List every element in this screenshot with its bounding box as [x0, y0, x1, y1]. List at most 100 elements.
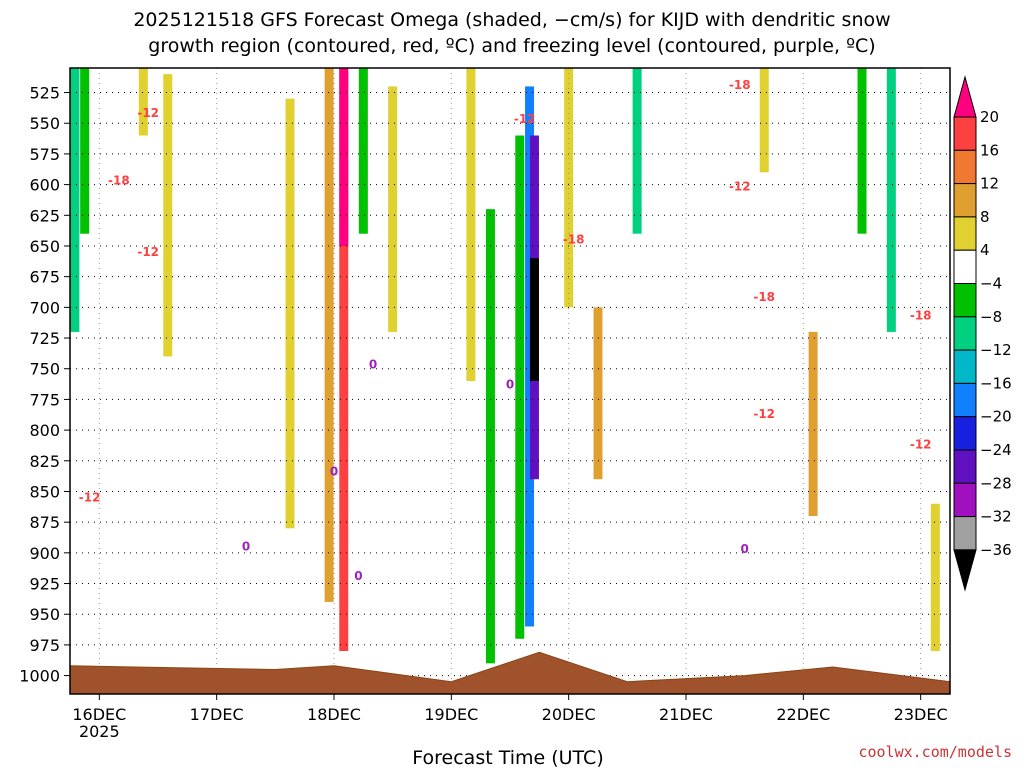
colorbar-label: 20 [980, 108, 999, 126]
colorbar-label: −28 [980, 474, 1012, 492]
contour-label: -12 [514, 112, 536, 126]
y-tick-label: 625 [29, 206, 60, 225]
y-tick-label: 950 [29, 605, 60, 624]
colorbar-segment [953, 149, 977, 185]
plot-frame [69, 67, 951, 695]
contour-label: 0 [369, 358, 377, 372]
omega-band [593, 307, 603, 480]
credit-text: coolwx.com/models [858, 743, 1012, 761]
x-tick-label: 16DEC [72, 705, 126, 724]
contour-label: 0 [506, 377, 514, 391]
title-line-1: 2025121518 GFS Forecast Omega (shaded, −… [133, 9, 890, 31]
x-tick-label: 23DEC [894, 705, 948, 724]
x-axis-title: Forecast Time (UTC) [412, 747, 603, 768]
colorbar-segment [953, 449, 977, 484]
y-tick-label: 650 [29, 237, 60, 256]
contour-label: -12 [137, 245, 159, 259]
y-tick-label: 550 [29, 114, 60, 133]
contour-label: -12 [729, 180, 751, 194]
contour-label: 0 [741, 542, 749, 556]
colorbar-label: −16 [980, 374, 1012, 392]
x-tick-label: 17DEC [190, 705, 244, 724]
omega-band [564, 68, 574, 308]
contour-label: -12 [79, 490, 101, 504]
colorbar-label: −8 [980, 308, 1002, 326]
y-tick-label: 675 [29, 268, 60, 287]
omega-band [388, 86, 398, 332]
omega-band [485, 209, 495, 664]
contour-label: -18 [753, 290, 775, 304]
y-tick-label: 900 [29, 544, 60, 563]
colorbar-label: 8 [980, 208, 990, 226]
contour-label: -12 [910, 438, 932, 452]
contour-labels: -12 -18 -12 -12 -12 -18 -18 -12 -18 -12 -18 -12 0 0 0 0… [79, 78, 932, 583]
colorbar-label: −32 [980, 508, 1012, 526]
x-tick-label: 18DEC [307, 705, 361, 724]
y-tick-label: 600 [29, 176, 60, 195]
omega-band [759, 68, 769, 173]
x-axis-time: 16DEC 17DEC 18DEC 19DEC 20DEC 21DEC 22DEC 23DEC [72, 694, 948, 724]
y-tick-label: 975 [29, 636, 60, 655]
colorbar-label: 12 [980, 175, 999, 193]
colorbar-arrow-top [953, 75, 977, 118]
colorbar-segment [953, 283, 977, 318]
y-tick-label: 1000 [19, 667, 60, 686]
y-tick-label: 700 [29, 298, 60, 317]
x-year-label: 2025 [79, 722, 120, 741]
y-tick-label: 575 [29, 145, 60, 164]
omega-shading [70, 68, 940, 664]
y-tick-label: 800 [29, 421, 60, 440]
omega-band [808, 331, 818, 517]
contour-label: -18 [108, 174, 130, 188]
omega-band [70, 68, 80, 332]
omega-band [324, 68, 334, 602]
colorbar-segment [953, 516, 977, 551]
omega-band [285, 98, 295, 529]
x-tick-label: 21DEC [659, 705, 713, 724]
omega-band [163, 74, 173, 357]
plot-border [69, 67, 951, 695]
colorbar-segment [953, 482, 977, 518]
x-tick-label: 22DEC [776, 705, 830, 724]
omega-band [529, 258, 539, 381]
omega-band [466, 68, 476, 381]
contour-label: -18 [563, 233, 585, 247]
contour-label: -12 [137, 106, 159, 120]
omega-band [857, 68, 867, 234]
omega-band [886, 68, 896, 332]
omega-band [525, 86, 535, 627]
colorbar-segment [953, 116, 977, 151]
omega-band [339, 68, 349, 652]
colorbar-label: 4 [980, 241, 990, 259]
colorbar-label: −12 [980, 341, 1012, 359]
y-tick-label: 875 [29, 513, 60, 532]
plot-area [70, 68, 950, 694]
y-tick-label: 850 [29, 482, 60, 501]
contour-label: -18 [729, 78, 751, 92]
colorbar-segment [953, 249, 977, 284]
colorbar-segment [953, 416, 977, 451]
omega-band [930, 503, 940, 652]
x-tick-label: 19DEC [424, 705, 478, 724]
plot-background [70, 68, 950, 694]
omega-band [632, 68, 642, 234]
y-tick-label: 825 [29, 452, 60, 471]
colorbar-segment [953, 216, 977, 251]
y-tick-label: 525 [29, 84, 60, 103]
colorbar-segment [953, 316, 977, 351]
y-tick-label: 725 [29, 329, 60, 348]
omega-band [515, 135, 525, 639]
colorbar-segment [953, 349, 977, 384]
contour-label: 0 [354, 569, 362, 583]
chart-title: 2025121518 GFS Forecast Omega (shaded, −… [133, 9, 890, 57]
y-tick-label: 750 [29, 360, 60, 379]
contour-label: 0 [330, 465, 338, 479]
colorbar-label: −4 [980, 275, 1002, 293]
omega-band [339, 68, 349, 246]
contour-label: 0 [242, 539, 250, 553]
y-tick-label: 775 [29, 390, 60, 409]
contour-label: -12 [753, 407, 775, 421]
colorbar-label: −36 [980, 541, 1012, 559]
colorbar-label: −20 [980, 408, 1012, 426]
colorbar-segment [953, 183, 977, 218]
